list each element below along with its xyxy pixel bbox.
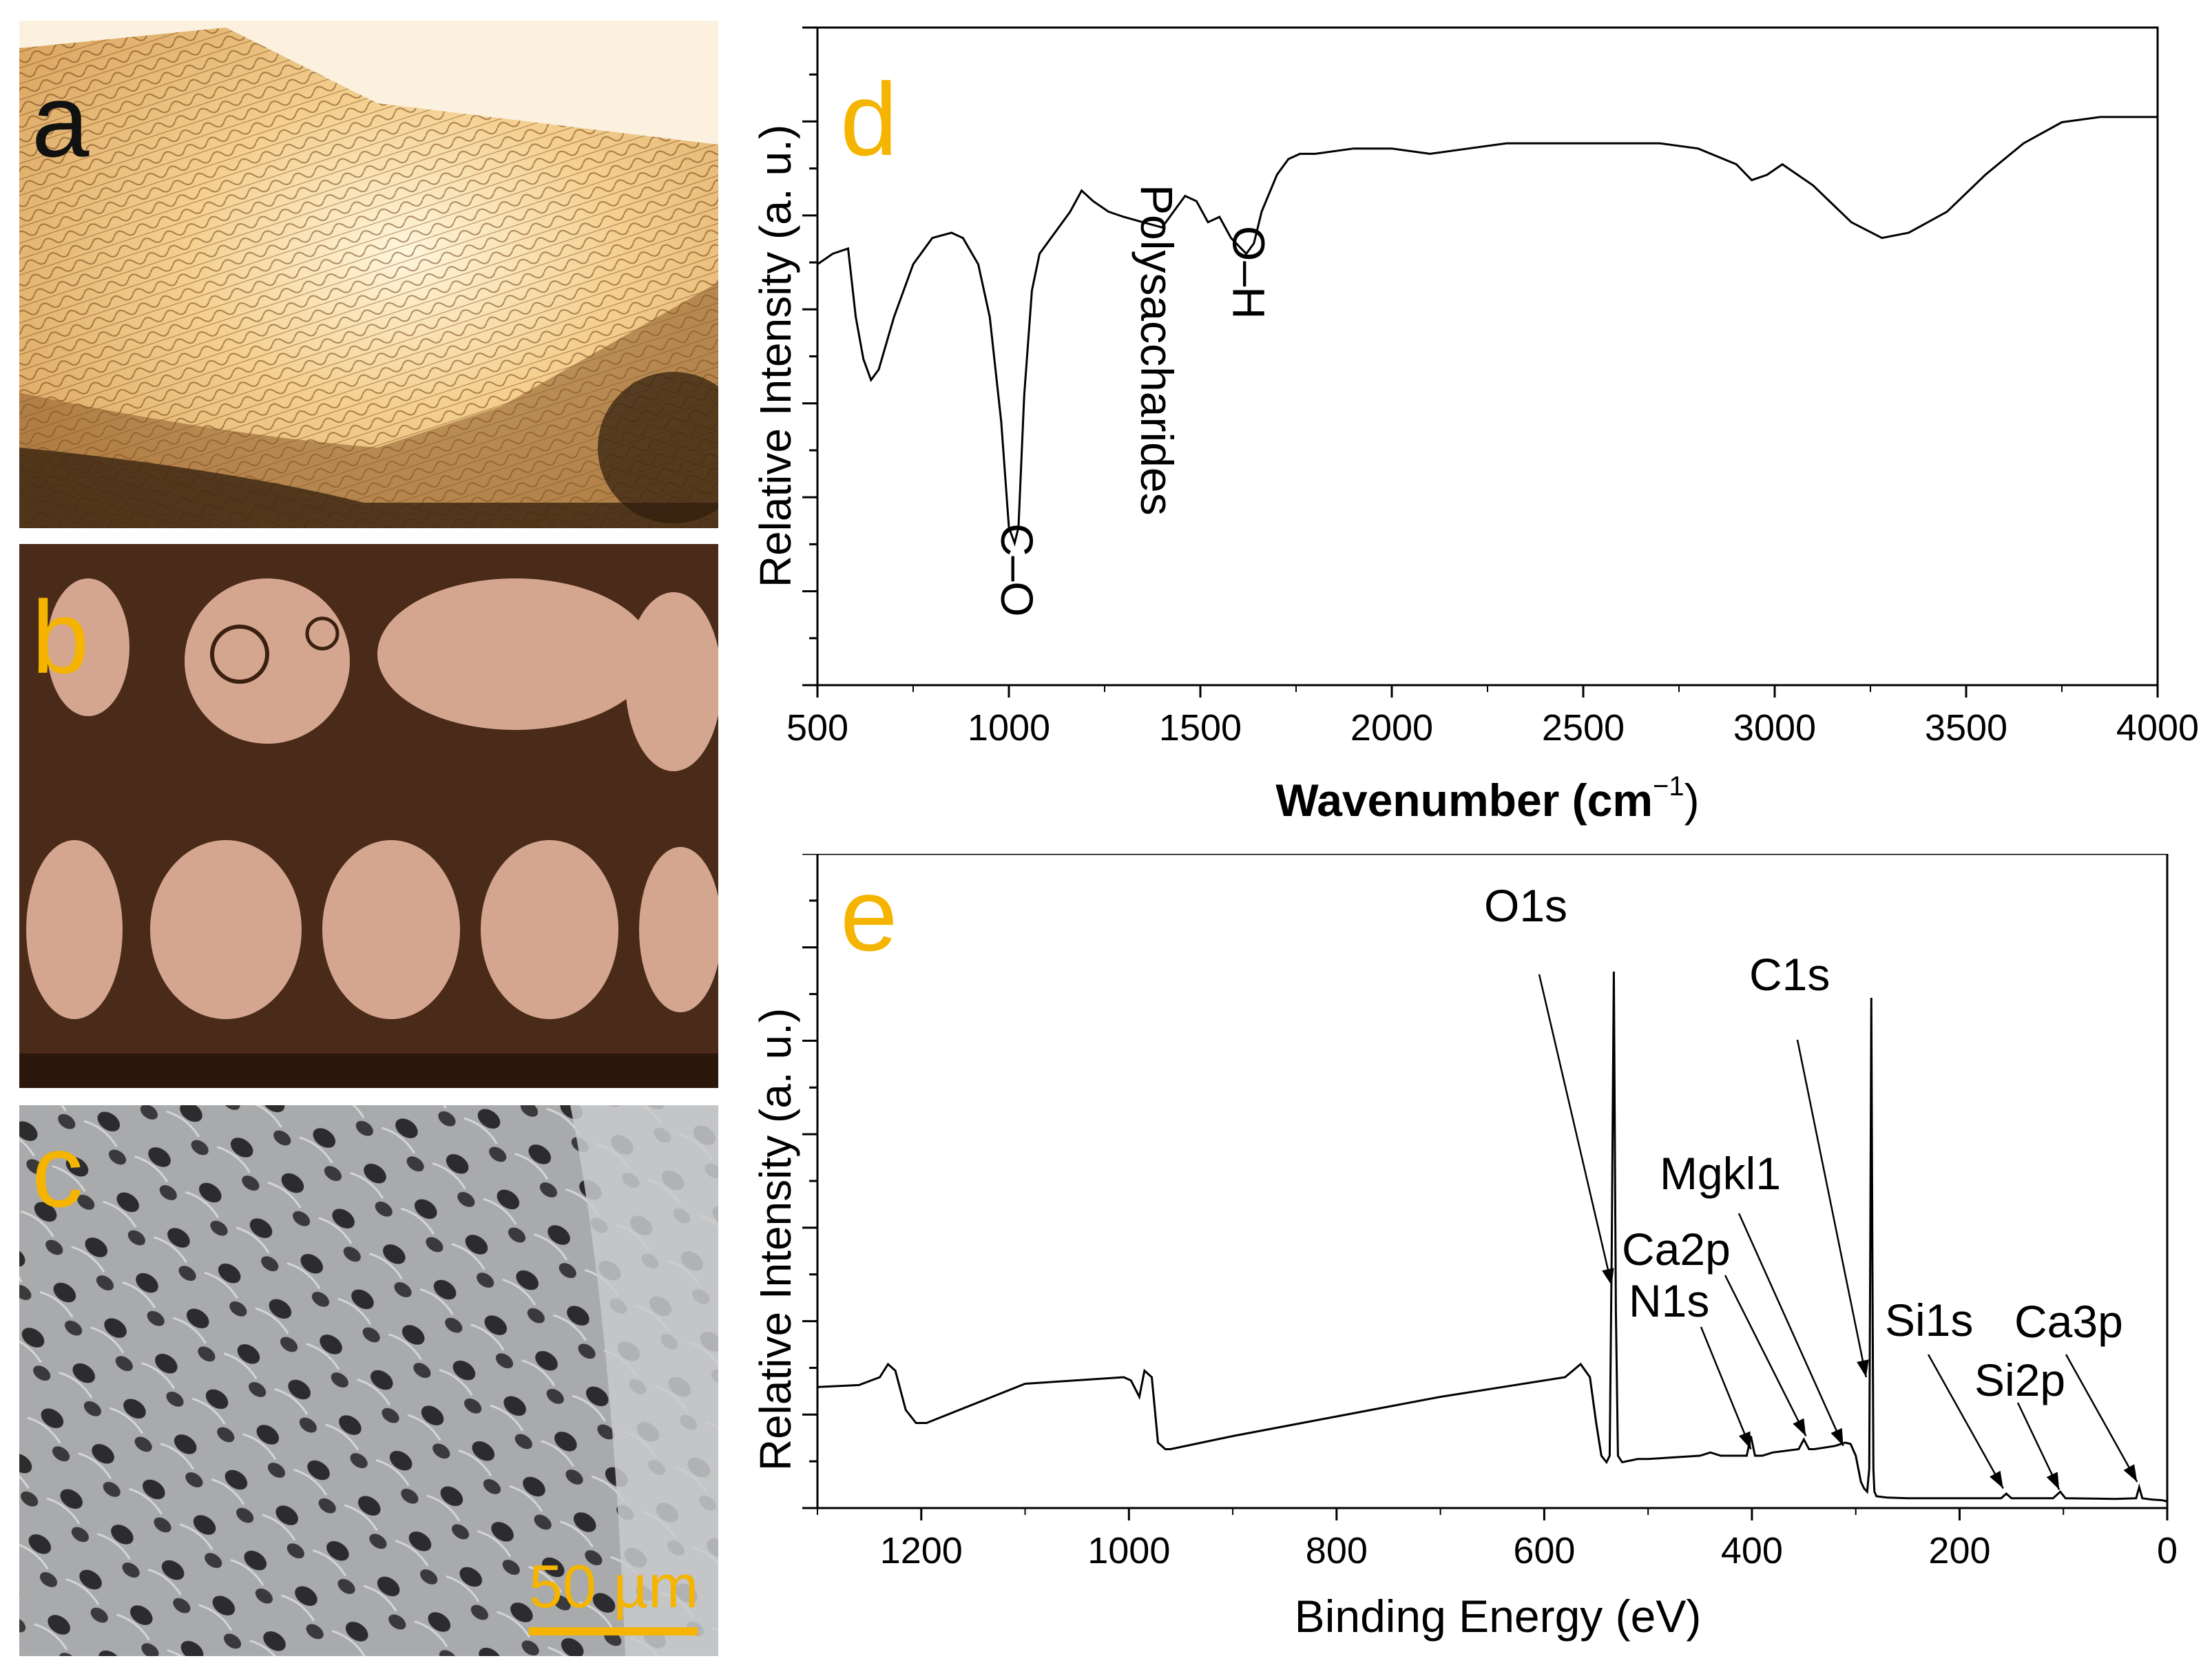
panel-letter-c: c bbox=[32, 1113, 83, 1228]
ftir-chart: 500 1000 1500 2000 2500 3000 3500 4000 C–O Polys… bbox=[751, 26, 2199, 826]
xps-annotation-label: C1s bbox=[1749, 949, 1830, 1000]
panel-letter-d: d bbox=[840, 61, 897, 177]
xps-annotation-label: Si1s bbox=[1885, 1295, 1973, 1346]
x-tick-label: 400 bbox=[1721, 1530, 1783, 1571]
ftir-annotation-label: C–O bbox=[992, 523, 1043, 617]
x-tick-label: 800 bbox=[1306, 1530, 1368, 1571]
x-tick-label: 1200 bbox=[880, 1530, 963, 1571]
sem-c-image bbox=[19, 1105, 718, 1656]
panel-letter-e: e bbox=[840, 857, 897, 972]
ftir-x-ticks: 500 1000 1500 2000 2500 3000 3500 4000 bbox=[786, 685, 2199, 749]
xps-annotation-label: N1s bbox=[1629, 1275, 1709, 1326]
x-tick-label: 1000 bbox=[1087, 1530, 1170, 1571]
micrograph-b-image bbox=[19, 544, 718, 1088]
xps-annotation-arrow bbox=[1927, 1354, 2004, 1489]
panel-letter-a: a bbox=[32, 63, 90, 178]
xps-x-ticks: 1200 1000 800 600 400 200 0 bbox=[817, 1508, 2178, 1571]
x-tick-label: 500 bbox=[786, 707, 848, 749]
x-tick-label: 1500 bbox=[1159, 707, 1242, 749]
xps-annotation-arrow bbox=[2065, 1354, 2138, 1483]
xps-annotation-arrow bbox=[1738, 1213, 1844, 1447]
xps-annotation-label: Ca3p bbox=[2014, 1296, 2123, 1347]
x-tick-label: 1000 bbox=[968, 707, 1050, 749]
x-tick-label: 200 bbox=[1928, 1530, 1990, 1571]
xps-annotation-arrow bbox=[1724, 1275, 1807, 1437]
xps-x-axis-label: Binding Energy (eV) bbox=[1295, 1591, 1702, 1642]
x-tick-label: 2000 bbox=[1350, 707, 1433, 749]
xps-y-axis-label: Relative Intensity (a. u.) bbox=[751, 1008, 800, 1471]
micrograph-panel-a: a bbox=[19, 21, 718, 528]
ftir-annotations: C–O Polysaccharides O–H bbox=[992, 185, 1274, 617]
ftir-x-axis-label: Wavenumber (cm−1) bbox=[1275, 771, 1699, 826]
x-tick-label: 2500 bbox=[1542, 707, 1625, 749]
xps-annotation-arrow bbox=[1700, 1326, 1752, 1450]
xps-annotation-label: O1s bbox=[1484, 880, 1567, 931]
scale-bar-label: 50 µm bbox=[529, 1552, 699, 1620]
xps-annotation-label: Ca2p bbox=[1622, 1224, 1731, 1275]
sem-panel-c: c 50 µm bbox=[19, 1105, 718, 1656]
x-tick-label: 600 bbox=[1513, 1530, 1575, 1571]
xps-annotation-arrow bbox=[1796, 1039, 1867, 1378]
ftir-y-axis-label: Relative Intensity (a. u.) bbox=[751, 125, 800, 587]
xps-plot-frame bbox=[816, 854, 2169, 1509]
xps-annotation-arrow bbox=[1538, 974, 1613, 1286]
xps-chart: 1200 1000 800 600 400 200 0 O1s C1s Mgkl1 Ca2pN1s… bbox=[751, 854, 2178, 1642]
micrograph-panel-b: b bbox=[19, 544, 718, 1088]
xps-arrowhead bbox=[1990, 1470, 2003, 1489]
xps-annotation-label: Mgkl1 bbox=[1660, 1148, 1781, 1199]
x-tick-label: 0 bbox=[2157, 1530, 2178, 1571]
xps-arrowhead bbox=[1738, 1431, 1751, 1450]
xps-arrowhead bbox=[1793, 1418, 1806, 1436]
xps-annotation-label: Si2p bbox=[1974, 1354, 2065, 1405]
xps-series-line bbox=[817, 971, 2168, 1503]
panel-letter-b: b bbox=[32, 579, 90, 695]
xps-arrowhead bbox=[1857, 1359, 1869, 1377]
xps-arrowhead bbox=[2123, 1464, 2138, 1482]
ftir-annotation-label: Polysaccharides bbox=[1131, 185, 1182, 516]
xps-arrowhead bbox=[2046, 1472, 2060, 1490]
xps-arrowhead bbox=[1830, 1427, 1844, 1446]
x-tick-label: 3500 bbox=[1925, 707, 2007, 749]
scale-bar bbox=[529, 1627, 698, 1635]
x-tick-label: 4000 bbox=[2116, 707, 2199, 749]
ftir-series-line bbox=[817, 116, 2158, 547]
x-tick-label: 3000 bbox=[1733, 707, 1816, 749]
ftir-annotation-label: O–H bbox=[1224, 226, 1275, 320]
ftir-y-ticks bbox=[802, 26, 817, 687]
xps-arrowhead bbox=[1602, 1268, 1614, 1286]
micrograph-a-image bbox=[19, 21, 718, 528]
xps-y-ticks bbox=[802, 854, 817, 1509]
